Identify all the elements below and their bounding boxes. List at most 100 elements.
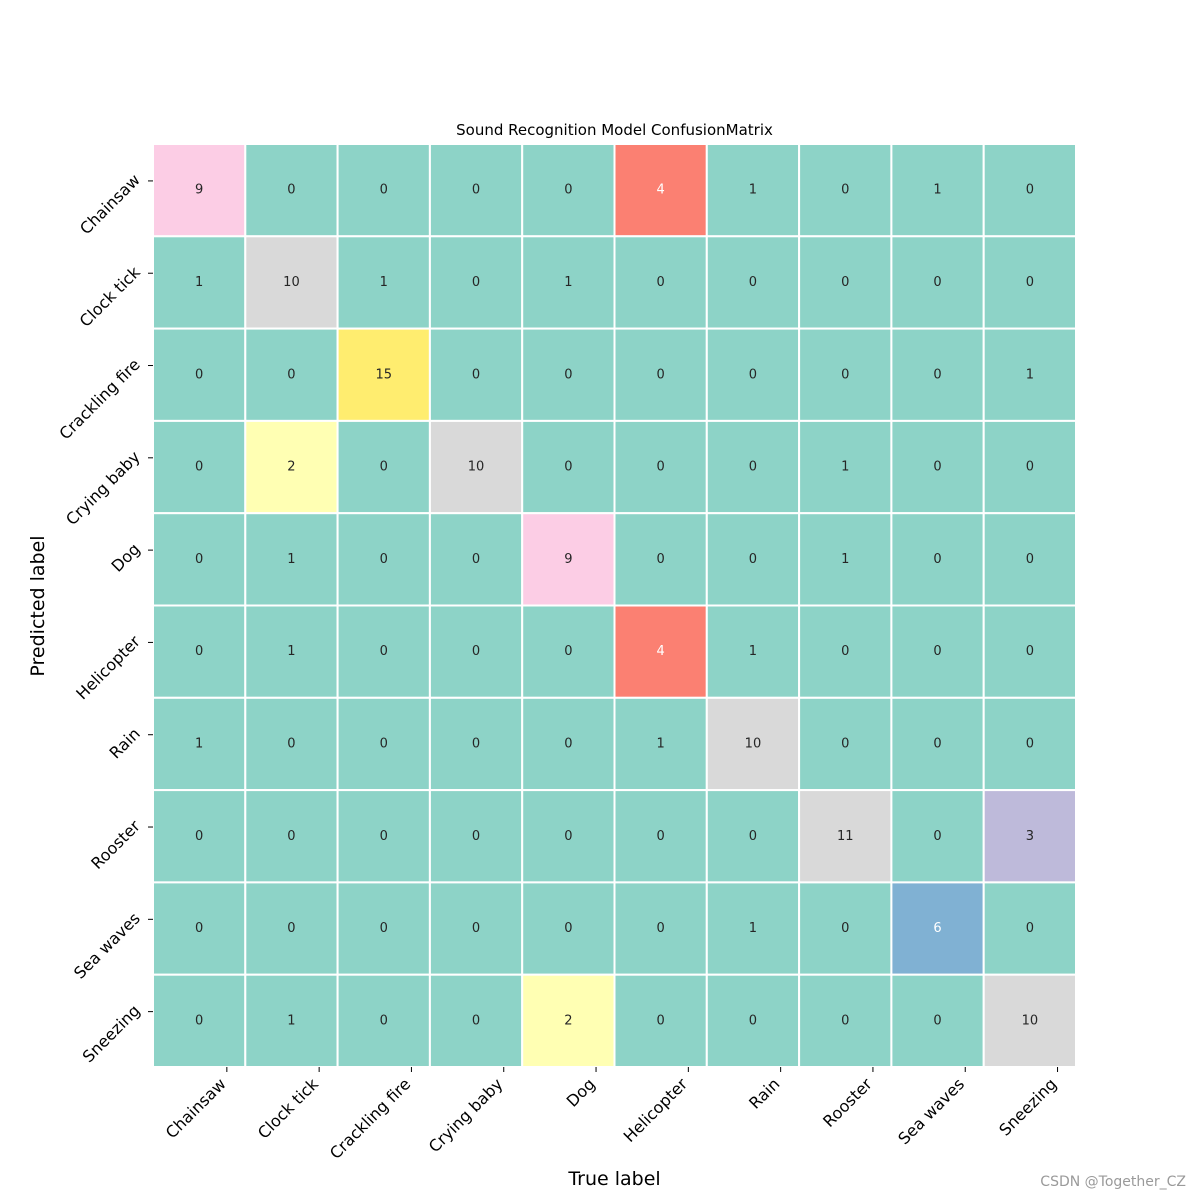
heatmap-cell <box>890 143 985 238</box>
heatmap-cell <box>244 696 339 792</box>
cell-value-label: 0 <box>472 275 480 290</box>
heatmap-cell <box>428 235 524 330</box>
heatmap-cell <box>982 235 1078 330</box>
cell-value-label: 0 <box>841 1013 849 1028</box>
cell-value-label: 0 <box>472 644 480 659</box>
cell-value-label: 0 <box>749 1013 757 1028</box>
cell-value-label: 0 <box>657 829 665 844</box>
cell-value-label: 1 <box>749 183 757 198</box>
heatmap-cell <box>982 881 1078 976</box>
cell-value-label: 0 <box>933 275 941 290</box>
cell-value-label: 0 <box>195 460 203 475</box>
cell-value-label: 1 <box>933 183 941 198</box>
cell-value-label: 9 <box>564 552 572 567</box>
heatmap-cell <box>428 604 524 699</box>
cell-value-label: 0 <box>841 921 849 936</box>
cell-value-label: 1 <box>287 1013 295 1028</box>
cell-value-label: 1 <box>380 275 388 290</box>
cell-value-label: 0 <box>287 921 295 936</box>
heatmap-cell <box>890 973 985 1069</box>
heatmap-cell <box>613 419 708 515</box>
heatmap-cell <box>798 604 893 699</box>
cell-value-label: 0 <box>380 921 388 936</box>
cell-value-label: 0 <box>841 736 849 751</box>
cell-value-label: 11 <box>837 829 854 844</box>
heatmap-cell <box>521 881 616 976</box>
cell-value-label: 0 <box>933 829 941 844</box>
cell-value-label: 0 <box>657 1013 665 1028</box>
y-tick-label: Sneezing <box>79 1001 144 1066</box>
heatmap-cell <box>428 696 524 792</box>
heatmap-cell <box>613 789 708 884</box>
heatmap-cell <box>798 143 893 238</box>
cell-value-label: 0 <box>749 552 757 567</box>
heatmap-cell <box>798 973 893 1069</box>
x-axis-label: True label <box>568 1168 661 1190</box>
cell-value-label: 0 <box>287 183 295 198</box>
cell-value-label: 0 <box>933 644 941 659</box>
heatmap-cell <box>798 419 893 515</box>
heatmap-cell <box>613 512 708 607</box>
cell-value-label: 10 <box>1022 1013 1039 1028</box>
heatmap-cell <box>244 235 339 330</box>
heatmap-cell <box>521 973 616 1069</box>
cell-value-label: 1 <box>195 736 203 751</box>
heatmap-cell <box>244 512 339 607</box>
cell-value-label: 0 <box>195 552 203 567</box>
heatmap-cell <box>152 604 247 699</box>
heatmap-cell <box>152 512 247 607</box>
heatmap-cell <box>521 604 616 699</box>
cell-value-label: 0 <box>841 275 849 290</box>
cell-value-label: 0 <box>195 829 203 844</box>
heatmap-cell <box>982 512 1078 607</box>
heatmap-cell <box>428 327 524 422</box>
heatmap-cell <box>336 696 431 792</box>
heatmap-cell <box>336 235 431 330</box>
heatmap-cell <box>428 973 524 1069</box>
cell-value-label: 1 <box>841 552 849 567</box>
heatmap-cell <box>521 789 616 884</box>
cell-value-label: 0 <box>657 367 665 382</box>
cell-value-label: 0 <box>472 183 480 198</box>
cell-value-label: 4 <box>657 644 665 659</box>
heatmap-cell <box>890 327 985 422</box>
heatmap-cell <box>336 789 431 884</box>
cell-value-label: 1 <box>287 644 295 659</box>
cell-value-label: 1 <box>564 275 572 290</box>
cell-value-label: 0 <box>472 921 480 936</box>
cell-value-label: 0 <box>287 736 295 751</box>
x-tick-label: Helicopter <box>620 1074 692 1146</box>
heatmap-cell <box>336 604 431 699</box>
cell-value-label: 3 <box>1026 829 1034 844</box>
heatmap-cell <box>521 235 616 330</box>
cell-value-label: 0 <box>657 921 665 936</box>
cell-value-label: 0 <box>380 552 388 567</box>
heatmap-cell <box>613 143 708 238</box>
y-tick-label: Rooster <box>87 816 144 873</box>
cell-value-label: 0 <box>1026 275 1034 290</box>
cell-value-label: 0 <box>195 367 203 382</box>
cell-value-label: 1 <box>195 275 203 290</box>
cell-value-label: 1 <box>841 460 849 475</box>
cell-value-label: 0 <box>564 644 572 659</box>
x-tick-label: Dog <box>563 1074 599 1110</box>
cell-value-label: 0 <box>564 460 572 475</box>
cell-value-label: 0 <box>749 829 757 844</box>
heatmap-cell <box>798 512 893 607</box>
heatmap-cell <box>982 973 1078 1069</box>
heatmap-cell <box>705 327 801 422</box>
heatmap-cell <box>705 143 801 238</box>
x-tick-label: Sea waves <box>894 1074 968 1148</box>
watermark: CSDN @Together_CZ <box>1040 1174 1186 1190</box>
cell-value-label: 6 <box>933 921 941 936</box>
heatmap-cell <box>428 419 524 515</box>
cell-value-label: 0 <box>380 460 388 475</box>
cell-value-label: 0 <box>380 736 388 751</box>
cell-value-label: 0 <box>380 1013 388 1028</box>
heatmap-cell <box>890 696 985 792</box>
cell-value-label: 10 <box>468 460 485 475</box>
heatmap-cell <box>890 604 985 699</box>
heatmap-cell <box>244 973 339 1069</box>
cell-value-label: 0 <box>287 829 295 844</box>
cell-value-label: 0 <box>749 367 757 382</box>
